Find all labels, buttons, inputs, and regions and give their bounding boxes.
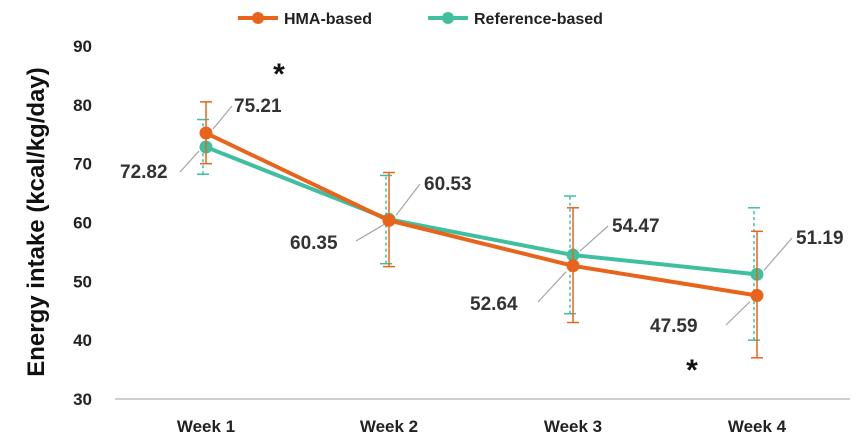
y-tick-label: 90 [73,37,92,56]
legend-label-reference: Reference-based [474,11,603,28]
significance-asterisk: * [686,354,698,387]
legend-swatch-hma-marker [252,12,264,24]
data-point-hma-based [750,289,764,303]
x-axis-ticks: Week 1 Week 2 Week 3 Week 4 [177,417,787,436]
legend-label-hma: HMA-based [284,11,372,28]
y-tick-label: 60 [73,214,92,233]
legend: HMA-based Reference-based [238,11,603,28]
y-tick-label: 70 [73,155,92,174]
y-axis-ticks: 30 40 50 60 70 80 90 [73,37,92,409]
data-label-hma-based: 75.21 [234,96,282,117]
data-label-hma-based: 52.64 [470,294,518,315]
y-tick-label: 40 [73,331,92,350]
y-tick-label: 30 [73,390,92,409]
significance-asterisk: * [273,58,285,91]
y-tick-label: 50 [73,272,92,291]
data-label-hma-based: 47.59 [650,316,698,337]
series-line-reference-based [205,145,758,277]
data-label-reference-based: 51.19 [796,228,844,249]
y-tick-label: 80 [73,96,92,115]
series-layer [197,101,764,359]
legend-swatch-reference-marker [442,12,454,24]
data-label-reference-based: 72.82 [120,162,168,183]
x-tick-label: Week 4 [728,417,787,436]
leader-line-reference-based [395,183,421,216]
annotations-layer: ** [273,58,698,387]
leader-line-reference-based [579,225,609,252]
leader-line-hma-based [725,301,751,326]
x-tick-label: Week 2 [360,417,418,436]
leader-line-hma-based [537,271,567,303]
x-tick-label: Week 1 [177,417,235,436]
series-line-hma-based [205,131,758,298]
data-labels-layer: 75.21 60.35 52.64 47.59 72.82 60.53 54.47 51.19 [120,96,844,337]
leader-line-hma-based [355,223,385,242]
data-label-reference-based: 54.47 [612,216,660,237]
x-tick-label: Week 3 [544,417,602,436]
data-label-reference-based: 60.53 [424,174,472,195]
data-point-hma-based [382,213,396,227]
data-point-hma-based [566,259,580,273]
leader-line-reference-based [179,150,200,173]
leader-line-reference-based [763,237,793,271]
y-axis-label: Energy intake (kcal/kg/day) [23,67,50,376]
leader-line-hma-based [212,105,233,130]
data-point-hma-based [199,126,213,140]
data-label-hma-based: 60.35 [290,233,338,254]
